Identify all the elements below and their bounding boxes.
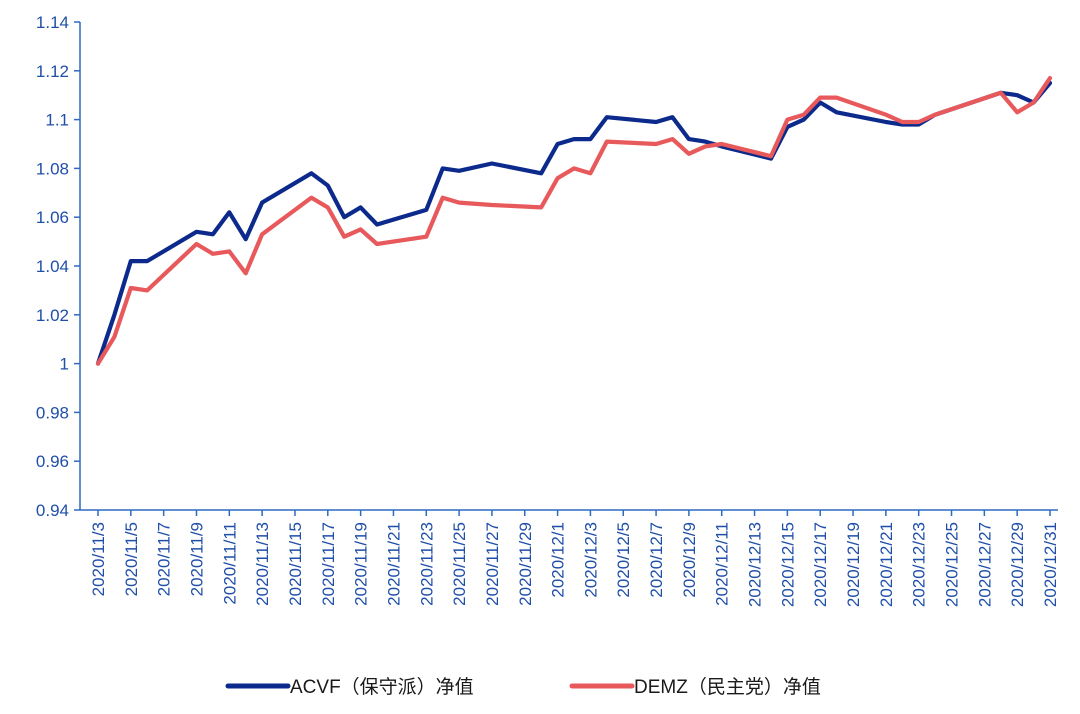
x-tick-label: 2020/12/25 [943, 522, 962, 607]
y-tick-label: 1.02 [36, 306, 69, 325]
x-tick-label: 2020/12/11 [713, 522, 732, 606]
x-tick-label: 2020/11/5 [122, 522, 141, 596]
x-tick-label: 2020/12/31 [1041, 522, 1060, 607]
axes-layer: 0.94 0.96 0.98 1 1.02 1.04 1.06 1.08 1.1 1.12 1.14… [36, 13, 1060, 607]
x-tick-label: 2020/11/15 [286, 522, 305, 606]
legend-label-1: ACVF（保守派）净值 [290, 676, 474, 698]
x-tick-label: 2020/12/15 [778, 522, 797, 607]
y-tick-label: 0.98 [36, 403, 69, 422]
x-tick-label: 2020/11/17 [319, 522, 338, 606]
x-tick-label: 2020/11/27 [483, 522, 502, 606]
x-tick-label: 2020/11/21 [384, 522, 403, 606]
x-tick-label: 2020/11/9 [187, 522, 206, 596]
x-tick-label: 2020/11/25 [450, 522, 469, 606]
y-tick-label: 1 [60, 355, 69, 374]
y-tick-label: 1.08 [36, 159, 69, 178]
x-tick-label: 2020/12/9 [680, 522, 699, 598]
x-tick-label: 2020/12/1 [549, 522, 568, 598]
y-tick-label: 0.96 [36, 452, 69, 471]
x-tick-label: 2020/12/13 [746, 522, 765, 607]
x-tick-label: 2020/12/19 [844, 522, 863, 607]
y-tick-label: 1.12 [36, 62, 69, 81]
x-tick-label: 2020/12/21 [877, 522, 896, 607]
x-tick-label: 2020/11/11 [220, 522, 239, 605]
y-tick-label: 1.06 [36, 208, 69, 227]
x-tick-label: 2020/11/3 [89, 522, 108, 596]
y-tick-label: 1.04 [36, 257, 69, 276]
x-tick-label: 2020/11/29 [516, 522, 535, 606]
x-tick-label: 2020/11/13 [253, 522, 272, 606]
legend: ACVF（保守派）净值 DEMZ（民主党）净值 [225, 676, 821, 698]
x-tick-label: 2020/11/7 [155, 522, 174, 596]
x-tick-label: 2020/12/23 [910, 522, 929, 607]
series-line-1 [95, 80, 1053, 366]
y-tick-label: 1.14 [36, 13, 69, 32]
series-line-2 [95, 76, 1053, 366]
x-tick-label: 2020/12/3 [581, 522, 600, 598]
y-tick-label: 1.1 [45, 111, 69, 130]
series-layer [95, 76, 1053, 366]
x-tick-label: 2020/11/19 [352, 522, 371, 606]
x-tick-label: 2020/12/17 [811, 522, 830, 607]
x-tick-label: 2020/12/27 [975, 522, 994, 607]
y-tick-label: 0.94 [36, 501, 69, 520]
x-tick-label: 2020/12/29 [1008, 522, 1027, 607]
legend-label-2: DEMZ（民主党）净值 [634, 676, 821, 698]
x-tick-label: 2020/12/7 [647, 522, 666, 598]
x-tick-label: 2020/12/5 [614, 522, 633, 598]
x-tick-label: 2020/11/23 [417, 522, 436, 606]
